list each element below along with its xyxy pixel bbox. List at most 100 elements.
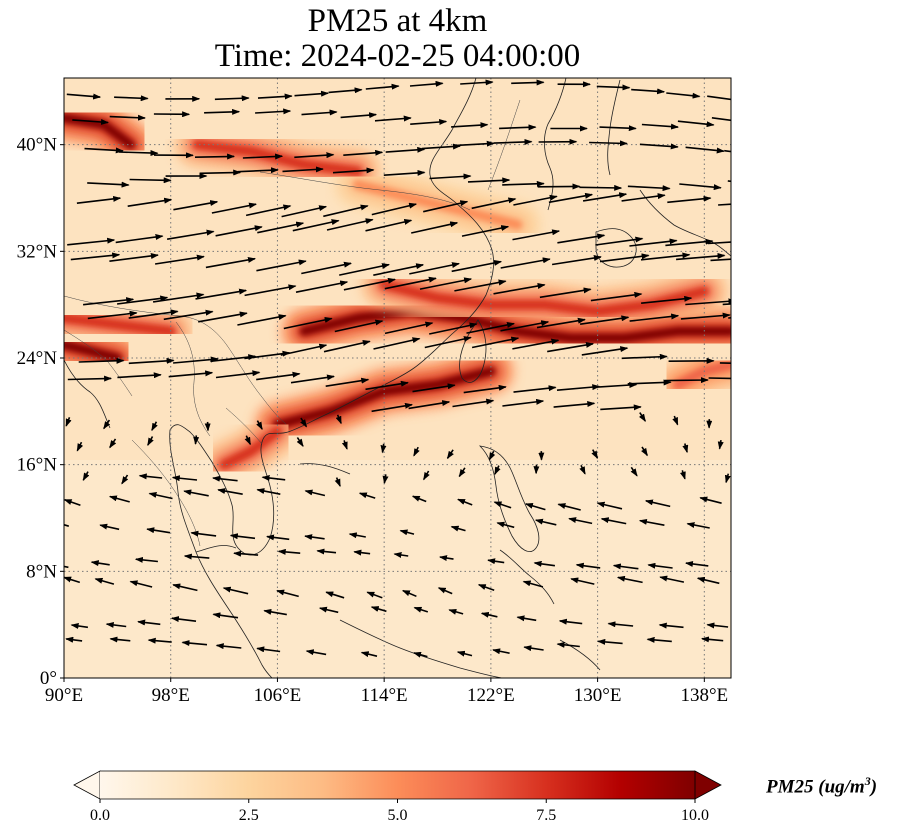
- wind-arrow: [641, 295, 693, 304]
- wind-arrow: [222, 586, 249, 595]
- wind-arrow: [627, 379, 672, 386]
- map-background-south: [64, 460, 731, 678]
- wind-arrow: [67, 375, 113, 382]
- wind-arrow: [600, 517, 627, 525]
- colorbar-label-superscript: 3: [864, 774, 871, 788]
- wind-arrow: [717, 439, 724, 450]
- lon-tick-label: 122°E: [467, 685, 515, 706]
- wind-arrow: [103, 419, 111, 430]
- pm25-plume-core: [379, 280, 709, 316]
- gridlines: [64, 78, 731, 678]
- wind-vectors: [64, 79, 731, 658]
- wind-arrow: [256, 371, 301, 381]
- wind-arrow: [353, 549, 371, 556]
- wind-arrow: [536, 317, 586, 329]
- wind-arrow: [641, 123, 679, 130]
- wind-arrow: [257, 93, 293, 100]
- wind-arrow: [370, 606, 387, 613]
- wind-arrow: [118, 149, 159, 156]
- colorbar-label-close: ): [870, 776, 878, 798]
- wind-arrow: [154, 254, 205, 265]
- colorbar-gradient: [100, 771, 695, 799]
- wind-arrow: [277, 548, 301, 555]
- wind-arrow: [373, 337, 421, 350]
- wind-arrow: [644, 499, 671, 508]
- wind-arrow: [522, 580, 544, 588]
- wind-arrow: [680, 312, 731, 320]
- wind-arrow: [639, 143, 679, 150]
- wind-arrow: [332, 167, 375, 174]
- wind-arrow: [348, 532, 366, 539]
- wind-arrow: [621, 193, 666, 202]
- wind-arrow: [242, 153, 284, 160]
- wind-arrow: [166, 229, 215, 240]
- wind-arrow: [556, 384, 601, 391]
- wind-arrow: [295, 280, 349, 293]
- wind-arrow: [109, 636, 131, 643]
- wind-arrow: [171, 475, 198, 482]
- wind-arrow: [679, 183, 722, 191]
- country-borders: [64, 99, 521, 547]
- wind-arrow: [256, 259, 307, 272]
- lat-tick-label: 32°N: [17, 241, 58, 262]
- wind-arrow: [210, 354, 257, 363]
- wind-arrow: [163, 309, 214, 321]
- wind-arrow: [512, 229, 561, 241]
- wind-arrow: [450, 525, 466, 532]
- wind-arrow: [480, 611, 498, 618]
- wind-arrow: [409, 262, 460, 275]
- wind-arrow: [641, 446, 648, 457]
- lat-tick-label: 8°N: [26, 561, 57, 582]
- wind-arrow: [557, 233, 606, 244]
- wind-arrow: [358, 492, 376, 499]
- colorbar-extend-min: [73, 770, 101, 800]
- wind-arrow: [558, 618, 583, 625]
- wind-arrow: [328, 87, 363, 94]
- wind-arrow: [380, 443, 387, 454]
- wind-arrow: [261, 475, 286, 481]
- wind-arrow: [710, 258, 731, 262]
- pm25-plume-core: [299, 306, 731, 343]
- wind-arrow: [454, 279, 507, 292]
- wind-arrow: [596, 501, 623, 510]
- wind-arrow: [341, 440, 348, 450]
- wind-arrow: [534, 518, 557, 526]
- title-line-1: PM25 at 4km: [307, 3, 488, 39]
- wind-arrow: [706, 622, 729, 629]
- wind-arrow: [523, 645, 544, 652]
- wind-arrow: [109, 438, 117, 449]
- wind-arrow: [325, 377, 370, 387]
- wind-arrow: [168, 370, 214, 378]
- wind-arrow: [458, 467, 466, 478]
- wind-arrow: [707, 241, 731, 245]
- wind-arrow: [334, 477, 341, 488]
- wind-arrow: [672, 415, 679, 426]
- wind-arrow: [502, 180, 545, 187]
- map-area: [64, 78, 731, 678]
- wind-arrow: [340, 112, 378, 119]
- wind-arrow: [600, 404, 642, 411]
- wind-arrow: [419, 277, 473, 290]
- wind-arrow: [256, 488, 281, 495]
- pm25-plume-core: [219, 426, 282, 470]
- wind-arrow: [105, 621, 127, 628]
- wind-arrow: [539, 287, 592, 299]
- wind-arrow: [679, 470, 686, 480]
- wind-arrow: [214, 95, 250, 102]
- wind-arrow: [134, 556, 158, 563]
- wind-arrow: [211, 202, 257, 214]
- wind-arrow: [173, 200, 219, 211]
- wind-arrow: [556, 641, 580, 648]
- latitude-tick-labels: 0° 8°N 16°N 24°N 32°N 40°N: [17, 135, 64, 689]
- wind-arrow: [64, 576, 81, 584]
- wind-arrow: [205, 256, 256, 269]
- wind-arrow: [233, 550, 259, 557]
- wind-arrow: [685, 560, 709, 567]
- colorbar-tick-label: 10.0: [681, 807, 709, 824]
- wind-arrow: [553, 400, 596, 408]
- title-line-2: Time: 2024-02-25 04:00:00: [214, 38, 581, 74]
- wind-arrow: [677, 120, 715, 128]
- wind-arrow: [256, 420, 263, 430]
- wind-arrow: [82, 471, 90, 481]
- lat-tick-label: 16°N: [17, 455, 58, 476]
